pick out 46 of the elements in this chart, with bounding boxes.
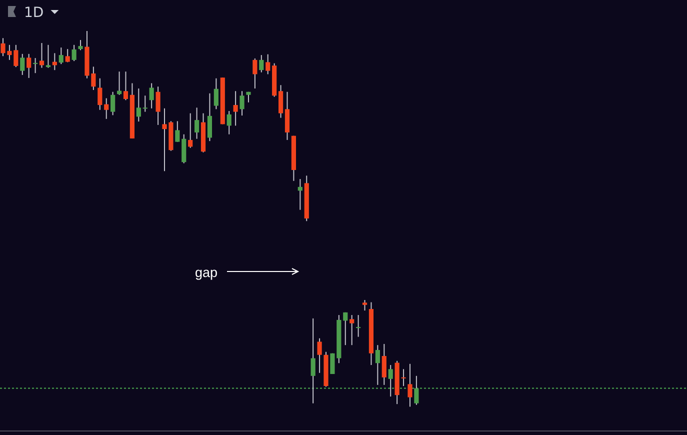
- candlestick: [65, 48, 70, 63]
- candlestick: [375, 344, 380, 386]
- candlestick: [116, 71, 122, 96]
- candlestick: [298, 178, 302, 210]
- candlestick: [188, 112, 193, 148]
- candlestick: [46, 44, 51, 68]
- candlestick: [266, 54, 270, 75]
- candlestick: [408, 363, 412, 408]
- candlestick: [356, 314, 361, 338]
- candlestick: [317, 338, 322, 374]
- candlestick: [284, 91, 290, 140]
- candlestick: [414, 375, 419, 406]
- candlestick: [259, 54, 264, 73]
- candlestick: [182, 134, 186, 164]
- candlestick: [58, 47, 64, 65]
- candlestick: [214, 78, 218, 110]
- candlestick: [382, 343, 386, 386]
- candlestick: [226, 110, 232, 135]
- candlestick: [136, 88, 141, 122]
- chart-title: 1D: [24, 5, 44, 21]
- candlestick: [156, 86, 160, 126]
- candlestick: [362, 300, 368, 312]
- candlestick: [149, 82, 154, 109]
- candlestick: [78, 40, 83, 51]
- candlestick: [350, 314, 354, 346]
- candlestick: [240, 90, 244, 116]
- annotation: gap: [195, 265, 218, 280]
- candlestick: [110, 91, 116, 116]
- candlestick: [207, 92, 212, 142]
- candlestick: [123, 71, 128, 101]
- candlestick: [194, 107, 200, 140]
- candlestick: [278, 84, 284, 118]
- candlestick: [26, 53, 32, 78]
- candlestick: [343, 312, 348, 346]
- candlestick: [98, 78, 102, 110]
- candlestick: [33, 58, 38, 74]
- candlestick: [252, 58, 258, 89]
- candlestick: [142, 95, 148, 112]
- candlestick: [388, 364, 393, 398]
- candlestick: [104, 98, 109, 120]
- candlestick: [310, 318, 316, 404]
- candlestick: [20, 53, 25, 76]
- candlestick: [72, 44, 76, 62]
- candlestick: [175, 120, 180, 142]
- candlestick: [233, 90, 238, 126]
- candlestick: [39, 42, 44, 68]
